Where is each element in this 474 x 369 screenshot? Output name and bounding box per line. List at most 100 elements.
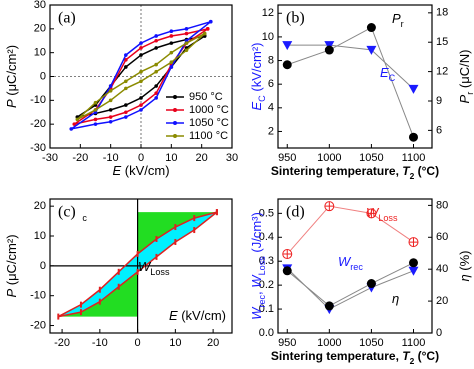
panel-label: (c) [58,204,76,221]
panel-label: (b) [286,10,305,27]
marker [155,253,158,260]
label-part: Loss [378,213,398,223]
x-tick-label: 20 [196,152,208,164]
x-tick-label: 1100 [402,152,426,164]
label-part: 2 [410,356,415,366]
y2-tick-label: 40 [436,263,448,275]
marker [184,31,189,36]
marker [408,132,418,142]
marker [408,237,419,248]
label-part: W [338,254,352,269]
marker [117,268,120,275]
x-axis-label: Sintering temperature, T2 (°C) [271,164,439,181]
legend-marker [173,134,177,138]
marker [169,50,174,55]
x-tick-label: 950 [278,152,296,164]
marker [108,89,113,93]
recoverable-area [58,271,138,317]
marker [366,279,376,289]
marker [193,227,196,234]
marker [169,41,174,45]
label-part: , [249,288,264,295]
marker [324,301,334,311]
label-part: η [457,274,472,281]
label-part: P [4,99,19,108]
y-tick-label: 0.5 [259,207,274,219]
marker [139,46,143,50]
marker [139,103,143,107]
plot-frame [277,4,433,149]
marker-cross [324,201,334,211]
marker [124,86,128,91]
label-part: (kV/cm²) [249,43,264,96]
marker [108,84,113,88]
marker [324,45,334,55]
marker [154,69,158,74]
marker [169,60,174,64]
panel-label-box [54,203,82,223]
marker [282,266,292,276]
x-tick-label: 10 [165,152,177,164]
label-part: η [392,291,399,306]
legend-label: 950 °C [189,91,223,103]
marker [366,208,377,219]
marker [124,110,128,115]
y2-tick-label: 9 [436,95,442,107]
y-tick-label: 0.4 [259,231,274,243]
label-part: E [249,101,264,110]
marker [184,48,189,53]
label-part: C [257,95,267,102]
legend-marker [173,95,177,99]
y2-axis-label: Pr (μC/N) [457,50,474,104]
marker [57,313,60,320]
marker [408,266,419,276]
marker [108,115,113,119]
label-part: P [392,11,401,26]
x-tick-label: 1000 [317,337,341,349]
marker [154,91,158,95]
label-part: P [457,94,472,103]
marker [124,103,128,107]
marker [117,283,120,290]
y-tick-label: 6 [268,78,274,90]
marker [139,96,143,100]
y2-tick-label: 18 [436,7,448,19]
y-tick-label: 12 [262,7,274,19]
y-tick-label: -20 [30,319,46,331]
y-tick-label: -10 [30,94,46,106]
label-part: Sintering temperature, [271,349,402,363]
y-tick-label: 0.1 [259,303,274,315]
y2-tick-label: 15 [436,36,448,48]
label-part: (°C) [414,349,439,363]
annotation: EC [380,65,396,83]
label-part: r [465,92,474,95]
marker [174,238,177,245]
marker-cross [366,208,376,218]
marker [366,45,377,55]
series-line [287,26,414,138]
label-part: (kV/cm) [178,308,226,323]
annotation: Pr [392,11,404,29]
marker [124,79,128,84]
marker [154,38,158,43]
marker [169,65,174,69]
annotation: WLoss [366,205,398,223]
marker [98,286,101,293]
y-tick-label: 2 [268,125,274,137]
y-tick-label: -10 [30,290,46,302]
x-tick-label: 30 [226,152,238,164]
label-part: (μC/N) [457,50,472,92]
y-axis-label: P (μC/cm²) [4,45,19,108]
marker [154,62,158,67]
label-part: Sintering temperature, [271,164,402,178]
marker [184,27,189,31]
marker [136,250,139,257]
plot-frame [49,198,233,334]
x-axis-label: Sintering temperature, T2 (°C) [271,349,439,366]
marker [154,84,158,88]
marker [154,34,158,38]
marker [169,34,174,38]
marker [93,122,98,126]
